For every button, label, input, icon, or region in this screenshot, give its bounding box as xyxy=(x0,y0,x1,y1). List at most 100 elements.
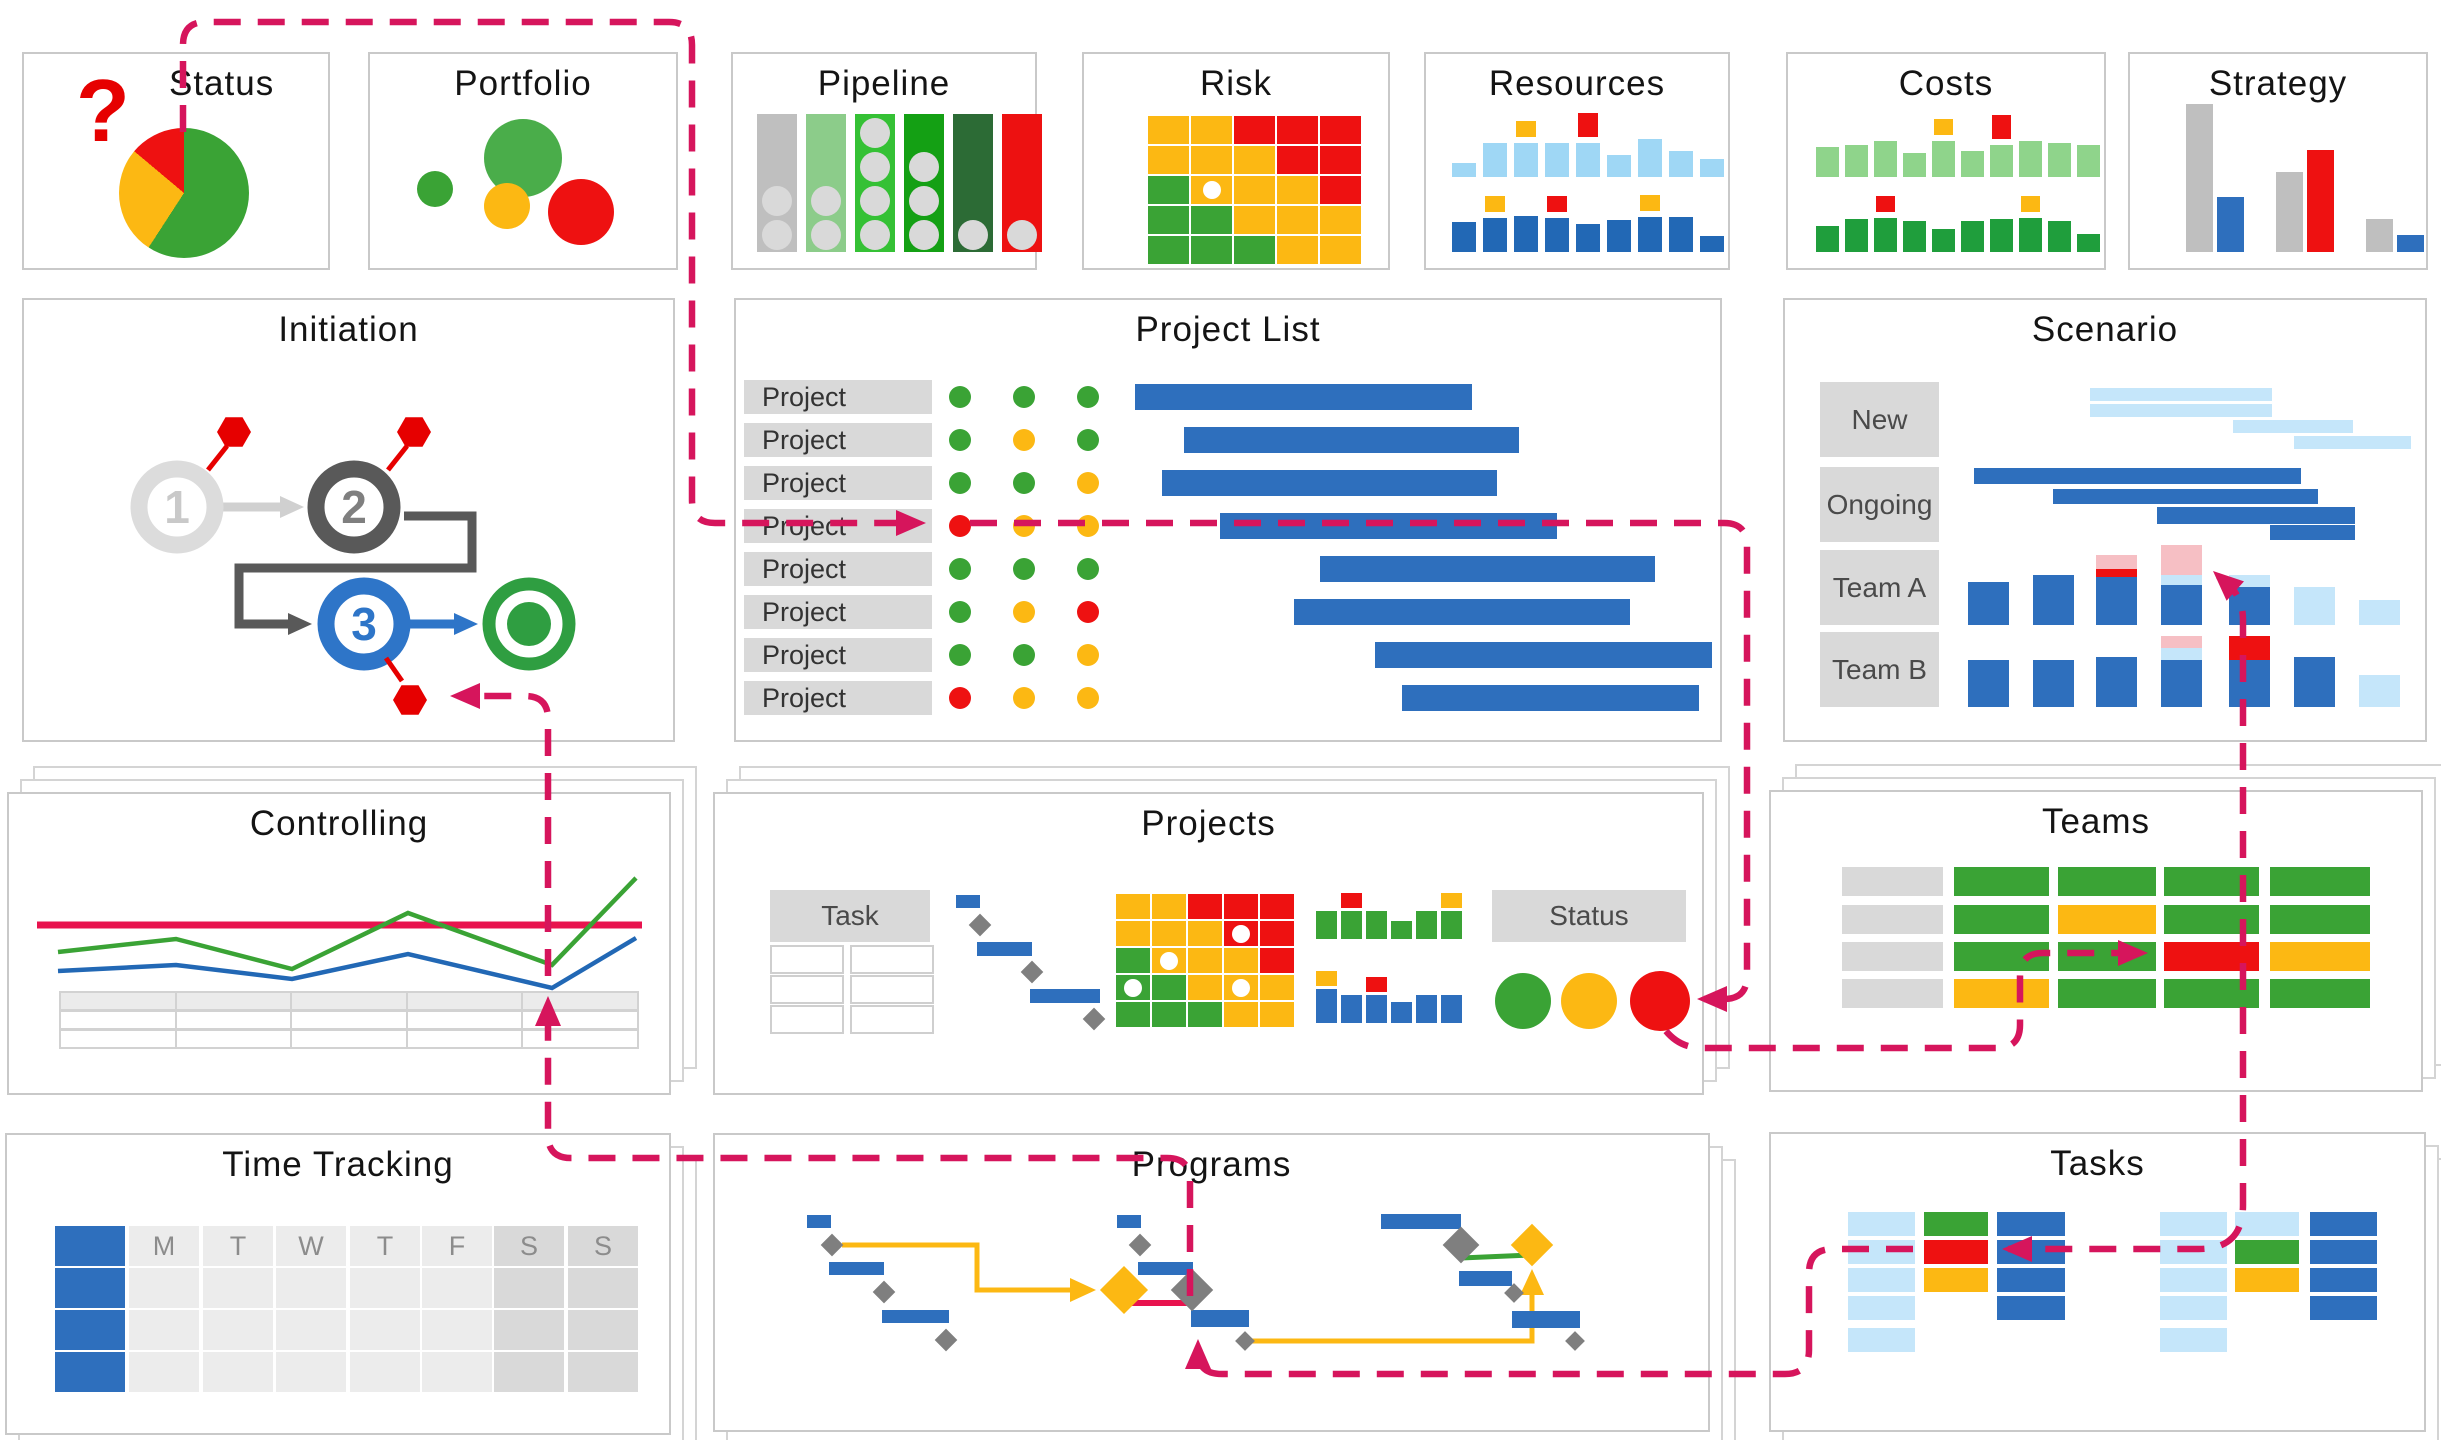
traffic-light xyxy=(1561,973,1617,1029)
gantt-bar xyxy=(1375,642,1712,668)
mini-gantt-bar xyxy=(956,895,980,908)
status-dot xyxy=(1013,644,1035,666)
risk-matrix-cell xyxy=(1148,146,1189,174)
risk-matrix-cell xyxy=(1234,176,1275,204)
panel-title: Teams xyxy=(2041,802,2151,841)
histogram-bar xyxy=(1576,224,1600,252)
histogram-bar xyxy=(1961,151,1984,177)
day-header: W xyxy=(298,1230,324,1261)
project-risk-cell xyxy=(1224,1002,1258,1027)
scenario-row-label: Team A xyxy=(1820,550,1939,625)
panel-title: Projects xyxy=(1141,804,1276,843)
team-status-cell xyxy=(2058,942,2156,971)
panel-strategy[interactable]: Strategy xyxy=(2128,52,2428,270)
kanban-card xyxy=(2160,1328,2227,1352)
status-dot xyxy=(949,644,971,666)
project-risk-cell xyxy=(1116,894,1150,919)
panel-initiation[interactable]: Initiation 1 2 3 xyxy=(22,298,675,742)
panel-time-tracking[interactable]: Time Tracking M T W T F S S xyxy=(5,1133,671,1435)
status-dot xyxy=(1077,515,1099,537)
alert-cap xyxy=(1934,119,1953,135)
program-gantt-bar xyxy=(1459,1271,1512,1286)
team-status-cell xyxy=(1954,979,2049,1008)
timesheet-cell xyxy=(203,1352,273,1392)
alert-cap xyxy=(1441,893,1462,908)
histogram-bar xyxy=(1607,155,1631,177)
panel-controlling[interactable]: Controlling xyxy=(7,792,671,1095)
kanban-card xyxy=(2310,1296,2377,1320)
program-gantt-bar xyxy=(1381,1214,1461,1229)
histogram-bar xyxy=(1874,141,1897,177)
panel-resources[interactable]: Resources xyxy=(1424,52,1730,270)
panel-programs[interactable]: Programs xyxy=(713,1133,1710,1432)
risk-matrix-cell xyxy=(1277,146,1318,174)
controlling-table-cell xyxy=(521,1010,639,1030)
panel-costs[interactable]: Costs xyxy=(1786,52,2106,270)
timesheet-cell xyxy=(55,1226,125,1266)
day-header: S xyxy=(593,1230,612,1261)
gantt-bar xyxy=(1294,599,1630,625)
alert-cap xyxy=(1341,893,1362,908)
mini-histogram-bar xyxy=(1441,911,1462,939)
scenario-team-a-bar xyxy=(2161,585,2202,625)
timesheet-cell xyxy=(55,1268,125,1308)
panel-tasks[interactable]: Tasks xyxy=(1769,1132,2426,1432)
histogram-bar xyxy=(1483,218,1507,252)
team-status-cell xyxy=(2270,905,2370,934)
panel-title: Strategy xyxy=(2208,64,2348,103)
scenario-team-a-bar xyxy=(2294,587,2335,625)
program-gantt-bar xyxy=(1191,1310,1249,1327)
project-risk-cell xyxy=(1188,975,1222,1000)
panel-portfolio[interactable]: Portfolio xyxy=(368,52,678,270)
kanban-card xyxy=(2235,1268,2299,1292)
mini-histogram-bar xyxy=(1441,995,1462,1023)
project-risk-cell xyxy=(1260,894,1294,919)
team-status-cell xyxy=(1842,942,1943,971)
kanban-card xyxy=(1848,1328,1915,1352)
histogram-bar xyxy=(1545,218,1569,252)
kanban-card xyxy=(1848,1240,1915,1264)
controlling-table-cell xyxy=(405,1010,524,1030)
team-status-cell xyxy=(2058,905,2156,934)
panel-teams[interactable]: Teams xyxy=(1769,790,2423,1092)
kanban-card xyxy=(1924,1240,1988,1264)
panel-project-list[interactable]: Project List Project Project Project Project… xyxy=(734,298,1722,742)
histogram-bar xyxy=(2019,218,2042,252)
risk-matrix-cell xyxy=(1277,206,1318,234)
project-row-label: Project xyxy=(744,638,932,672)
program-gantt-bar xyxy=(829,1262,884,1275)
status-dot xyxy=(1013,558,1035,580)
panel-risk[interactable]: Risk xyxy=(1082,52,1390,270)
scenario-row-label: New xyxy=(1820,382,1939,457)
timesheet-cell xyxy=(422,1310,492,1350)
panel-scenario[interactable]: Scenario New Ongoing Team A Team B xyxy=(1783,298,2427,742)
panel-projects[interactable]: Projects Task Status xyxy=(713,792,1704,1095)
timesheet-cell xyxy=(568,1310,638,1350)
mini-histogram-bar xyxy=(1341,995,1362,1023)
histogram-bar xyxy=(1452,222,1476,252)
project-risk-cell xyxy=(1152,921,1186,946)
risk-matrix-cell xyxy=(1234,146,1275,174)
project-risk-cell xyxy=(1260,921,1294,946)
task-field xyxy=(770,975,844,1004)
timesheet-cell xyxy=(203,1268,273,1308)
portfolio-bubble xyxy=(548,179,614,245)
team-status-cell xyxy=(1954,905,2049,934)
timesheet-cell xyxy=(422,1226,492,1266)
status-dot xyxy=(949,472,971,494)
status-dot xyxy=(949,558,971,580)
histogram-bar xyxy=(1932,229,1955,252)
matrix-white-dot xyxy=(1232,924,1250,943)
controlling-table-cell xyxy=(174,1010,293,1030)
team-status-cell xyxy=(2164,942,2259,971)
project-risk-cell xyxy=(1116,948,1150,973)
team-status-cell xyxy=(2270,979,2370,1008)
histogram-bar xyxy=(1483,143,1507,177)
scenario-ongoing-bar xyxy=(2053,489,2318,504)
team-status-cell xyxy=(1842,905,1943,934)
panel-pipeline[interactable]: Pipeline xyxy=(731,52,1042,270)
panel-status[interactable]: Status? xyxy=(22,52,330,270)
histogram-bar xyxy=(1816,147,1839,177)
histogram-bar xyxy=(1932,141,1955,177)
kanban-card xyxy=(1997,1212,2065,1236)
